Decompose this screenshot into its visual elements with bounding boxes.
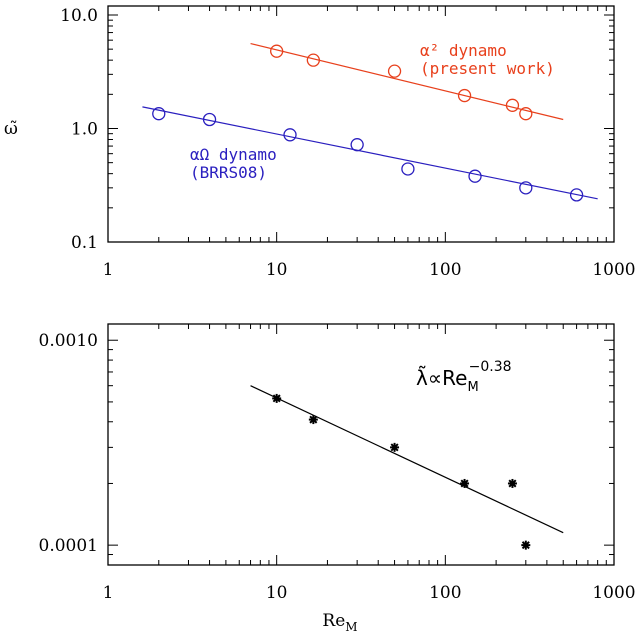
annotation-alpha2-line2: (present work) [420, 59, 555, 78]
data-point [457, 88, 472, 103]
y-tick-label: 0.1 [71, 233, 98, 253]
data-point [507, 478, 517, 488]
xlabel-base: Re [322, 611, 345, 631]
x-tick-label: 1000 [592, 260, 635, 280]
data-point [390, 442, 400, 452]
x-tick-label: 1000 [592, 583, 635, 603]
data-point [519, 107, 533, 121]
bottom-tick-labels: 1 10 100 1000 0.0001 0.0010 [39, 331, 636, 603]
annotation-alpha2-line1: α² dynamo [420, 41, 507, 60]
data-point [283, 128, 297, 142]
data-point [519, 181, 533, 195]
top-ticks [107, 6, 614, 243]
data-point [401, 162, 415, 176]
top-tick-labels: 1 10 100 1000 0.1 1.0 10.0 [60, 6, 635, 280]
x-tick-label: 1 [103, 583, 114, 603]
x-tick-label: 100 [429, 583, 461, 603]
bottom-data-points [272, 393, 531, 550]
annotation-alpha2: α² dynamo (present work) [420, 41, 555, 78]
y-tick-label: 1.0 [71, 119, 98, 139]
data-point [202, 112, 217, 127]
x-tick-label: 100 [429, 260, 461, 280]
top-data-points [152, 44, 584, 202]
fit-line [250, 42, 564, 121]
bottom-fit-line [250, 385, 564, 534]
bottom-plot-frame [107, 323, 615, 566]
y-tick-label: 10.0 [60, 6, 98, 26]
x-tick-label: 10 [266, 583, 288, 603]
top-y-axis-label: ω̃ [4, 119, 18, 139]
annotation-alphaomega: αΩ dynamo (BRRS08) [190, 145, 277, 182]
data-point [152, 107, 166, 121]
data-point [468, 169, 482, 183]
data-point [387, 64, 402, 78]
data-point [270, 44, 284, 58]
fit-line [250, 385, 564, 534]
top-plot-frame [107, 5, 615, 243]
data-point [350, 138, 364, 152]
x-tick-label: 10 [266, 260, 288, 280]
y-tick-label: 0.0001 [39, 536, 98, 556]
formula-sub: M [467, 380, 478, 395]
formula-prop: ∝ [428, 366, 442, 390]
data-point [521, 540, 531, 550]
data-point [308, 415, 318, 425]
bottom-ticks [107, 324, 614, 566]
annotation-alphaomega-line1: αΩ dynamo [190, 145, 277, 164]
top-panel: 1 10 100 1000 0.1 1.0 10.0 ω̃ α² dynamo (prese… [4, 5, 636, 280]
data-point [505, 98, 520, 112]
data-point [272, 393, 282, 403]
formula-base: Re [442, 366, 467, 390]
y-tick-label: 0.0010 [39, 331, 98, 351]
annotation-alphaomega-line2: (BRRS08) [190, 163, 267, 182]
formula-sup: −0.38 [469, 359, 512, 375]
data-point [569, 188, 584, 202]
x-tick-label: 1 [103, 260, 114, 280]
xlabel-sub: M [345, 620, 357, 634]
bottom-formula: λ̃∝ReM −0.38 [416, 359, 512, 395]
formula-symbol: λ̃ [416, 365, 428, 390]
bottom-x-axis-label: ReM [322, 611, 357, 634]
data-point [306, 53, 320, 67]
data-point [460, 478, 470, 488]
